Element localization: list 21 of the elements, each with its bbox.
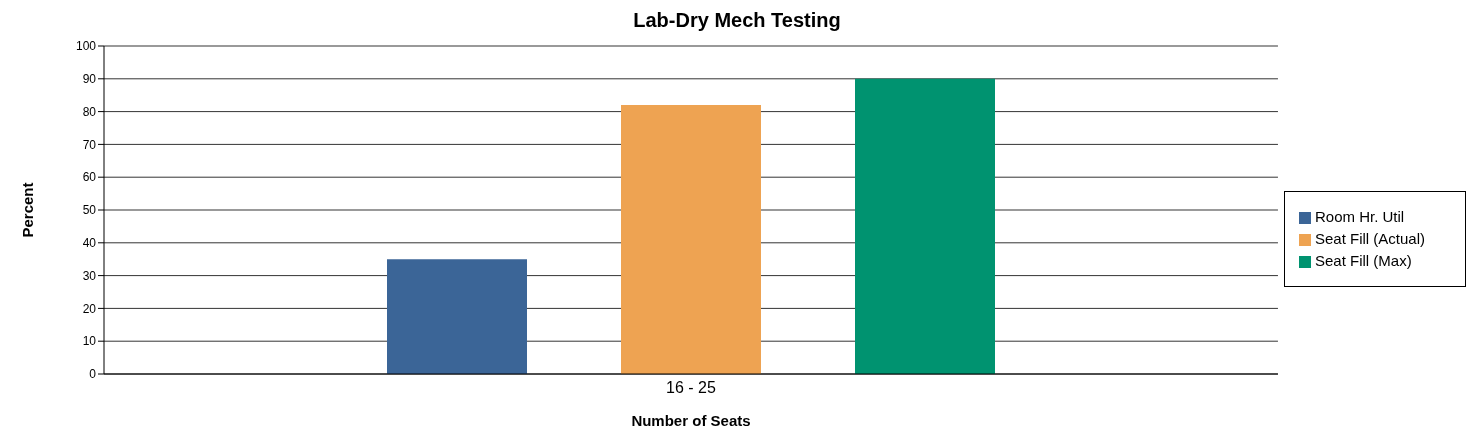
y-tick-label: 20 (82, 301, 97, 316)
y-tick-label: 60 (82, 170, 97, 185)
x-tick-label: 16 - 25 (666, 379, 716, 397)
y-tick-label: 30 (82, 268, 97, 283)
y-tick-label: 50 (82, 203, 97, 218)
bar (855, 78, 995, 374)
y-tick-label: 90 (82, 72, 97, 87)
y-tick-label: 40 (82, 236, 97, 251)
y-tick-label: 80 (82, 104, 97, 119)
legend-label: Seat Fill (Actual) (1314, 230, 1425, 247)
y-tick-label: 10 (82, 334, 97, 349)
x-axis-title: Number of Seats (631, 412, 751, 429)
y-tick-label: 70 (82, 137, 97, 152)
y-axis-title: Percent (19, 182, 37, 238)
y-tick-label: 0 (89, 367, 97, 382)
chart-title: Lab-Dry Mech Testing (632, 8, 842, 33)
legend-label: Seat Fill (Max) (1314, 252, 1412, 269)
bar (621, 105, 761, 374)
bar (387, 259, 527, 374)
legend-label: Room Hr. Util (1314, 208, 1405, 225)
y-tick-label: 100 (75, 39, 97, 54)
